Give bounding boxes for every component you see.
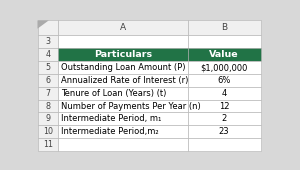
Bar (58, 48, 188, 61)
Bar (188, 74, 261, 87)
Bar (38, 20, 58, 36)
Bar (38, 100, 58, 112)
Text: Intermediate Period, m₁: Intermediate Period, m₁ (61, 114, 162, 123)
Text: 7: 7 (45, 89, 50, 98)
Text: 11: 11 (43, 140, 53, 149)
Text: 9: 9 (45, 114, 50, 123)
Bar (38, 61, 58, 74)
Bar (188, 100, 261, 112)
Text: 12: 12 (219, 101, 230, 110)
Bar (38, 87, 58, 100)
Bar (58, 125, 188, 138)
Text: 10: 10 (43, 127, 53, 136)
Text: Number of Payments Per Year (n): Number of Payments Per Year (n) (61, 101, 201, 110)
Bar (38, 138, 58, 151)
Bar (188, 125, 261, 138)
Polygon shape (38, 20, 49, 29)
Bar (58, 74, 188, 87)
Text: B: B (221, 23, 227, 32)
Text: 4: 4 (45, 50, 50, 59)
Bar (188, 138, 261, 151)
Text: A: A (120, 23, 126, 32)
Bar (58, 112, 188, 125)
Bar (38, 125, 58, 138)
Text: 5: 5 (45, 63, 50, 72)
Text: Intermediate Period,m₂: Intermediate Period,m₂ (61, 127, 159, 136)
Bar (188, 20, 261, 36)
Text: 23: 23 (219, 127, 230, 136)
Text: Outstanding Loan Amount (P): Outstanding Loan Amount (P) (61, 63, 186, 72)
Bar (58, 87, 188, 100)
Text: 6: 6 (45, 76, 50, 85)
Bar (38, 112, 58, 125)
Bar (188, 61, 261, 74)
Text: Tenure of Loan (Years) (t): Tenure of Loan (Years) (t) (61, 89, 167, 98)
Bar (58, 138, 188, 151)
Text: 6%: 6% (218, 76, 231, 85)
Bar (58, 36, 188, 48)
Text: 8: 8 (45, 101, 50, 110)
Text: $1,000,000: $1,000,000 (200, 63, 248, 72)
Bar (58, 61, 188, 74)
Bar (38, 48, 58, 61)
Bar (58, 20, 188, 36)
Text: Annualized Rate of Interest (r): Annualized Rate of Interest (r) (61, 76, 189, 85)
Text: Particulars: Particulars (94, 50, 152, 59)
Text: 3: 3 (45, 37, 50, 46)
Bar (188, 48, 261, 61)
Bar (38, 74, 58, 87)
Text: 2: 2 (222, 114, 227, 123)
Text: Value: Value (209, 50, 239, 59)
Bar (188, 87, 261, 100)
Bar (58, 100, 188, 112)
Bar (38, 36, 58, 48)
Bar (188, 112, 261, 125)
Bar (188, 36, 261, 48)
Text: 4: 4 (222, 89, 227, 98)
